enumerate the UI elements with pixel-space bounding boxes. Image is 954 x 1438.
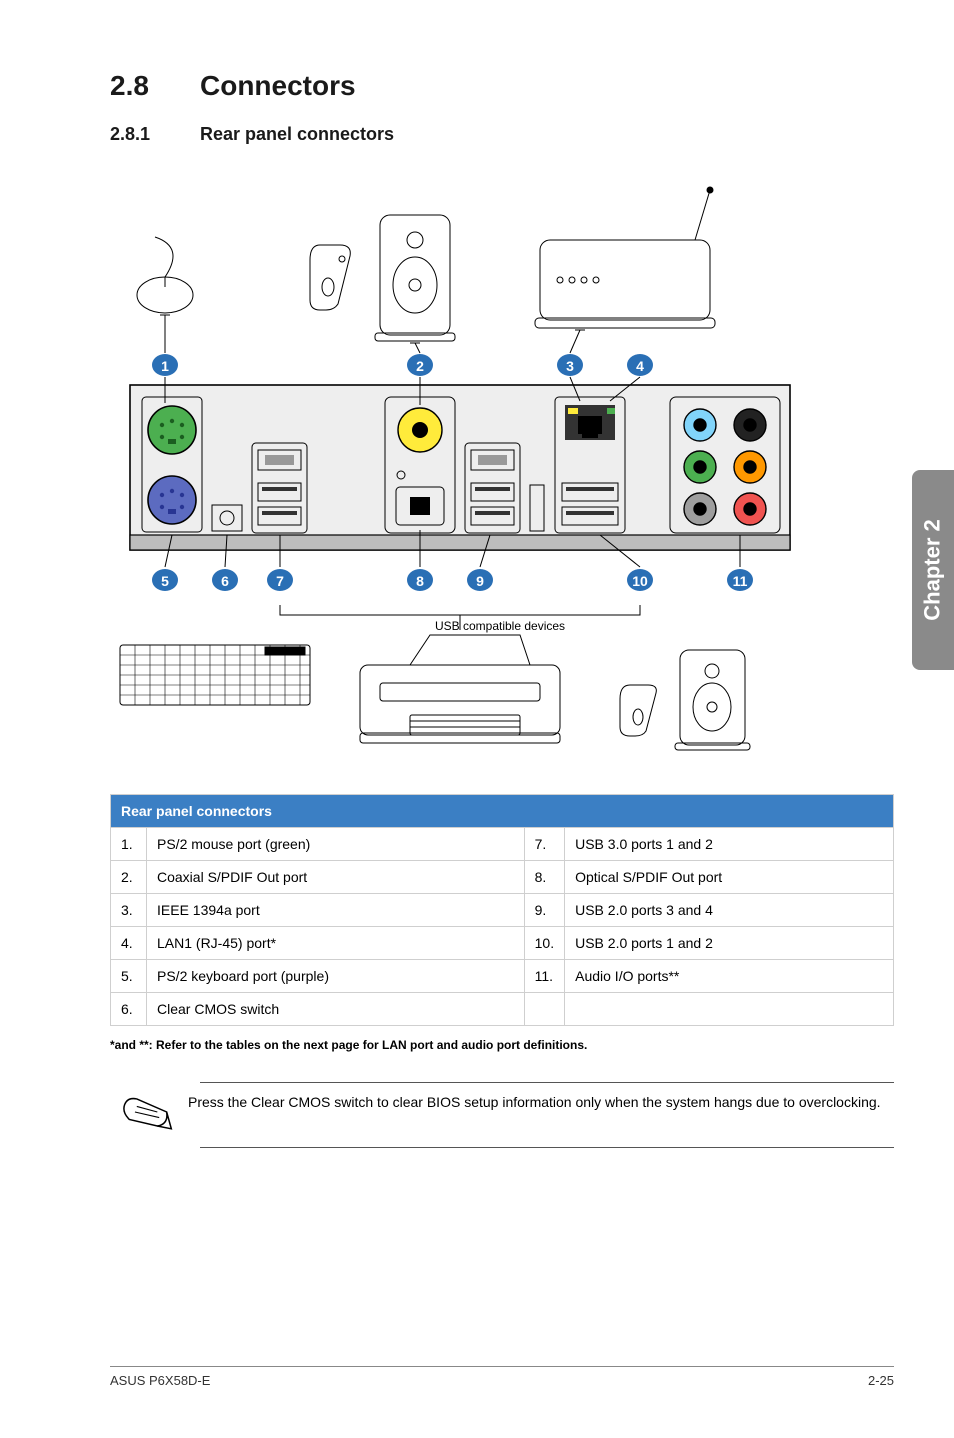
- diagram-usb-label: USB compatible devices: [435, 619, 565, 633]
- cell-label: PS/2 mouse port (green): [147, 828, 525, 861]
- cell-label: IEEE 1394a port: [147, 894, 525, 927]
- svg-text:3: 3: [566, 358, 574, 374]
- connectors-table: Rear panel connectors 1.PS/2 mouse port …: [110, 794, 894, 1026]
- svg-text:1: 1: [161, 358, 169, 374]
- footer-left: ASUS P6X58D-E: [110, 1373, 210, 1388]
- cell-label: Coaxial S/PDIF Out port: [147, 861, 525, 894]
- cell-label: PS/2 keyboard port (purple): [147, 960, 525, 993]
- table-footnote: *and **: Refer to the tables on the next…: [110, 1038, 894, 1052]
- chapter-tab-label: Chapter 2: [920, 519, 946, 620]
- note-box: Press the Clear CMOS switch to clear BIO…: [200, 1082, 894, 1148]
- svg-text:2: 2: [416, 358, 424, 374]
- cell-num: 8.: [524, 861, 564, 894]
- table-row: 2.Coaxial S/PDIF Out port8.Optical S/PDI…: [111, 861, 894, 894]
- note-icon: [120, 1093, 170, 1137]
- note-text: Press the Clear CMOS switch to clear BIO…: [188, 1093, 881, 1113]
- table-row: 3.IEEE 1394a port9.USB 2.0 ports 3 and 4: [111, 894, 894, 927]
- cell-num: 3.: [111, 894, 147, 927]
- table-header: Rear panel connectors: [111, 795, 894, 828]
- table-row: 6.Clear CMOS switch: [111, 993, 894, 1026]
- cell-label: USB 3.0 ports 1 and 2: [565, 828, 894, 861]
- cell-label: [565, 993, 894, 1026]
- rear-panel-diagram: USB compatible devices: [110, 185, 894, 770]
- section-title: Connectors: [200, 70, 356, 101]
- table-row: 1.PS/2 mouse port (green)7.USB 3.0 ports…: [111, 828, 894, 861]
- cell-num: 6.: [111, 993, 147, 1026]
- cell-num: 2.: [111, 861, 147, 894]
- svg-text:8: 8: [416, 573, 424, 589]
- page-footer: ASUS P6X58D-E 2-25: [110, 1366, 894, 1388]
- cell-label: Clear CMOS switch: [147, 993, 525, 1026]
- table-row: 5.PS/2 keyboard port (purple)11.Audio I/…: [111, 960, 894, 993]
- cell-num: 10.: [524, 927, 564, 960]
- svg-text:7: 7: [276, 573, 284, 589]
- cell-label: Audio I/O ports**: [565, 960, 894, 993]
- svg-text:11: 11: [733, 573, 748, 589]
- cell-num: 1.: [111, 828, 147, 861]
- svg-text:10: 10: [632, 573, 648, 589]
- svg-text:5: 5: [161, 573, 169, 589]
- svg-text:9: 9: [476, 573, 484, 589]
- cell-num: 4.: [111, 927, 147, 960]
- svg-text:4: 4: [636, 358, 644, 374]
- cell-num: 11.: [524, 960, 564, 993]
- section-heading: 2.8Connectors: [110, 70, 894, 102]
- cell-label: LAN1 (RJ-45) port*: [147, 927, 525, 960]
- chapter-tab: Chapter 2: [912, 470, 954, 670]
- footer-right: 2-25: [868, 1373, 894, 1388]
- cell-num: 5.: [111, 960, 147, 993]
- subsection-number: 2.8.1: [110, 124, 200, 145]
- subsection-title: Rear panel connectors: [200, 124, 394, 144]
- cell-num: 7.: [524, 828, 564, 861]
- table-row: 4.LAN1 (RJ-45) port*10.USB 2.0 ports 1 a…: [111, 927, 894, 960]
- cell-label: USB 2.0 ports 1 and 2: [565, 927, 894, 960]
- cell-num: [524, 993, 564, 1026]
- cell-label: Optical S/PDIF Out port: [565, 861, 894, 894]
- section-number: 2.8: [110, 70, 200, 102]
- cell-label: USB 2.0 ports 3 and 4: [565, 894, 894, 927]
- subsection-heading: 2.8.1Rear panel connectors: [110, 124, 894, 145]
- cell-num: 9.: [524, 894, 564, 927]
- svg-text:6: 6: [221, 573, 229, 589]
